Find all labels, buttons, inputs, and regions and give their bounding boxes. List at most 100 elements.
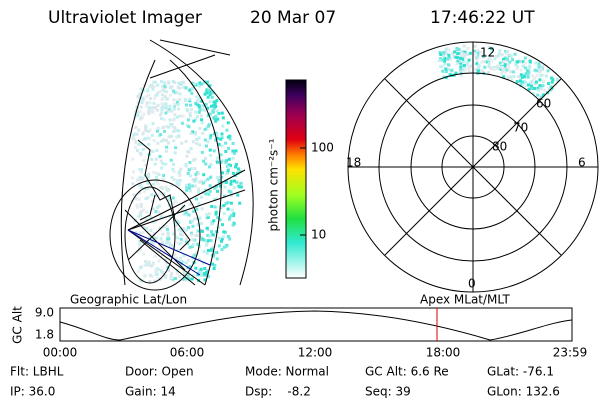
alt-ytick: 9.0 [35,306,54,320]
pixel [528,81,532,85]
pixel [150,274,154,278]
info-field: Flt: LBHL [10,365,64,379]
alt-ytick: 1.8 [35,328,54,342]
pixel [195,115,199,119]
pixel [167,196,171,199]
pixel [136,205,139,209]
pixel [463,50,467,54]
pixel [171,202,175,205]
pixel [468,51,472,55]
pixel [222,212,226,216]
pixel [536,93,540,97]
pixel [178,242,182,246]
pixel [224,202,228,205]
pixel [512,75,516,79]
alt-xtick: 23:59 [553,346,588,360]
pixel [494,55,498,58]
pixel [169,93,173,97]
pixel [151,235,155,239]
pixel [222,204,226,207]
pixel [176,103,180,107]
pixel [229,164,232,168]
pixel [141,231,145,235]
pixel [164,111,168,115]
pixel [164,97,168,101]
pixel [206,189,210,193]
info-field: Gain: 14 [125,385,176,399]
pixel [196,100,200,104]
pixel [152,182,156,186]
pixel [451,52,455,56]
pixel [131,136,135,140]
pixel [148,137,152,141]
pixel [160,111,164,115]
pixel [154,210,158,213]
pixel [140,178,144,181]
pixel [164,149,168,153]
pixel [173,151,177,155]
pixel [139,248,143,252]
pixel [146,181,150,185]
pixel [170,134,173,138]
pixel [205,144,208,148]
pixel [144,197,148,201]
pixel [134,232,138,236]
pixel [493,57,497,61]
pixel [141,130,145,134]
pixel [139,105,143,109]
pixel [149,149,153,153]
pixel [201,261,205,265]
pixel [151,199,155,203]
pixel [476,56,480,60]
pixel [176,183,180,187]
pixel [173,129,177,133]
pixel [232,151,236,155]
pixel [479,50,483,54]
pixel [172,162,175,166]
pixel [199,114,203,118]
pixel [178,114,182,118]
pixel [466,60,470,64]
pixel [165,227,169,231]
pixel [138,168,142,172]
pixel [138,242,142,246]
pixel [154,179,158,183]
pixel [538,78,542,82]
pixel [139,213,142,217]
pixel [185,103,188,107]
pixel [184,211,188,215]
pixel [176,249,180,253]
pixel [527,87,531,91]
pixel [168,104,172,108]
pixel [534,61,538,65]
pixel [547,86,551,90]
pixel [487,71,491,75]
pixel [191,253,195,257]
pixel [152,207,155,211]
pixel [178,256,182,260]
pixel [175,91,179,95]
pixel [195,102,199,106]
pixel [231,156,235,160]
pixel [144,260,148,263]
pixel [134,140,138,144]
pixel [206,124,210,128]
pixel [443,57,447,60]
pixel [133,146,137,150]
alt-xtick: 18:00 [426,346,461,360]
pixel [158,113,162,117]
pixel [517,59,521,63]
pixel [208,212,212,216]
pixel [444,76,448,80]
pixel [169,158,173,162]
pixel [138,110,142,114]
pixel [136,149,139,153]
pixel [222,245,226,249]
pixel [476,49,480,53]
pixel [536,86,540,90]
pixel [509,54,513,58]
pixel [214,138,218,142]
pixel [179,237,183,241]
pixel [515,67,519,71]
alt-axis-label: GC Alt [11,306,25,344]
